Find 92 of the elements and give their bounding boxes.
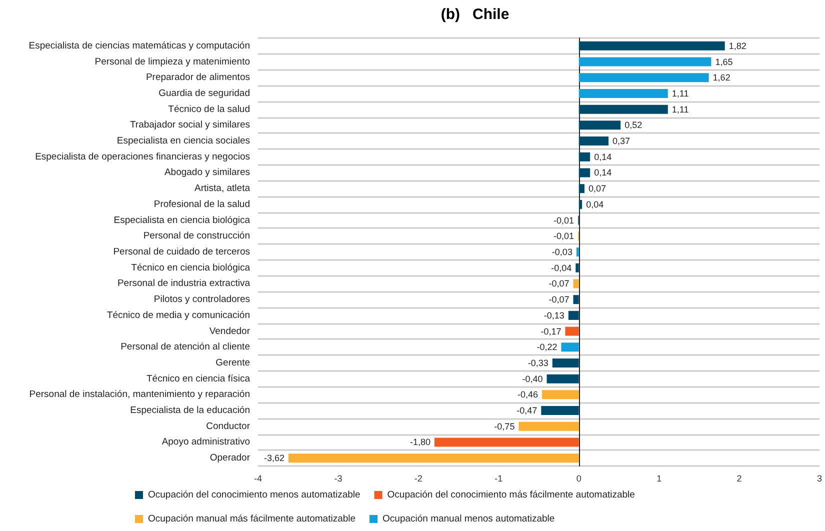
x-tick-label: -4	[254, 474, 262, 484]
y-tick-label: Gerente	[216, 357, 250, 368]
bar	[434, 438, 579, 447]
text: -0,01	[554, 215, 574, 226]
x-tick-label: 3	[816, 474, 822, 484]
text: -0,01	[554, 231, 574, 242]
bar	[578, 168, 590, 178]
text: -0,13	[544, 310, 564, 320]
text: -0,22	[536, 342, 558, 352]
y-tick-label: Operador	[210, 452, 250, 464]
bar	[578, 41, 725, 50]
bar	[578, 120, 621, 130]
text: 0,37	[612, 136, 630, 146]
bar	[546, 374, 579, 384]
y-tick-label: Preparador de alimentos	[146, 72, 250, 84]
text: 0,14	[594, 168, 612, 178]
y-tick-label: Apoyo administrativo	[162, 436, 250, 448]
bar	[565, 326, 579, 336]
bar	[568, 310, 579, 320]
y-tick-label: Técnico en ciencia biológica	[131, 262, 251, 274]
text: -0,33	[528, 358, 548, 368]
y-tick-label: Profesional de la salud	[154, 198, 250, 210]
text: -3,62	[264, 453, 284, 464]
bar	[541, 406, 579, 416]
bar	[552, 358, 579, 368]
bar	[573, 295, 579, 304]
x-tick-label: 1	[656, 474, 662, 484]
y-tick-label: Personal de limpieza y matenimiento	[94, 56, 250, 68]
y-tick-label: Vendedor	[209, 326, 250, 337]
text: 1,11	[672, 88, 689, 98]
x-tick-label: -2	[414, 474, 422, 484]
bar	[578, 200, 582, 209]
bar	[573, 279, 579, 288]
text: 1,11	[672, 104, 689, 114]
bar	[578, 152, 590, 162]
y-tick-label: Especialista de la educación	[130, 405, 250, 416]
y-tick-label: Personal de instalación, mantenimiento y reparación	[29, 389, 250, 400]
bar	[518, 422, 579, 431]
text: -0,47	[516, 406, 538, 416]
text: -1,80	[410, 437, 430, 448]
y-tick-label: Pilotos y controladores	[154, 294, 250, 306]
chart-title: (b) Chile	[440, 6, 510, 23]
x-tick-label: -1	[494, 474, 503, 484]
x-tick-label: -3	[334, 474, 342, 484]
bar	[578, 136, 609, 146]
x-tick-label: 2	[736, 474, 742, 484]
text: -0,17	[540, 326, 562, 336]
legend-label: Ocupación del conocimiento más fácilmente automatizable	[387, 490, 635, 500]
bar	[288, 454, 579, 463]
bar	[578, 57, 712, 66]
bar	[576, 248, 579, 256]
y-tick-label: Personal de construcción	[143, 230, 250, 242]
text: 0,14	[594, 152, 612, 162]
text: 0,52	[624, 120, 642, 130]
bar	[576, 263, 579, 272]
y-tick-label: Abogado y similares	[164, 167, 250, 178]
y-tick-label: Conductor	[206, 420, 250, 432]
y-tick-label: Personal de industria extractiva	[117, 278, 251, 290]
text: -0,07	[548, 278, 570, 289]
text: -0,40	[522, 374, 543, 384]
y-tick-label: Guardia de seguridad	[158, 88, 250, 99]
text: -0,46	[517, 390, 538, 400]
bar	[578, 184, 584, 194]
text: 0,07	[588, 184, 606, 194]
y-tick-label: Especialista de operaciones financieras y negocios	[35, 151, 250, 162]
bar	[578, 88, 668, 98]
text: -0,04	[551, 262, 572, 273]
y-tick-label: Técnico en ciencia física	[146, 373, 251, 384]
legend-label: Ocupación manual más fácilmente automatizable	[148, 514, 356, 524]
y-tick-label: Trabajador social y similares	[130, 120, 250, 131]
text: -0,75	[494, 421, 515, 432]
text: 0,04	[586, 199, 604, 210]
text: 1,82	[728, 40, 746, 51]
legend-label: Ocupación del conocimiento menos automatizable	[148, 490, 360, 500]
text: 1,65	[715, 56, 733, 67]
text: -0,03	[552, 247, 572, 257]
y-tick-label: Técnico de la salud	[168, 104, 250, 115]
y-tick-label: Especialista en ciencia biológica	[114, 214, 251, 226]
text: 1,62	[712, 72, 730, 83]
y-tick-label: Personal de cuidado de terceros	[113, 246, 250, 258]
text: -0,07	[548, 294, 570, 305]
y-tick-label: Personal de atención al cliente	[120, 342, 250, 353]
y-tick-label: Especialista de ciencias matemáticas y computación	[28, 40, 250, 52]
bar	[542, 390, 579, 400]
y-tick-label: Especialista en ciencia sociales	[116, 136, 250, 147]
bar	[578, 73, 709, 82]
bar	[578, 104, 668, 114]
x-tick-label: 0	[576, 474, 582, 484]
y-tick-label: Técnico de media y comunicación	[106, 310, 250, 321]
legend-label: Ocupación manual menos automatizable	[382, 514, 555, 524]
y-tick-label: Artista, atleta	[194, 183, 251, 194]
bar	[561, 342, 579, 352]
